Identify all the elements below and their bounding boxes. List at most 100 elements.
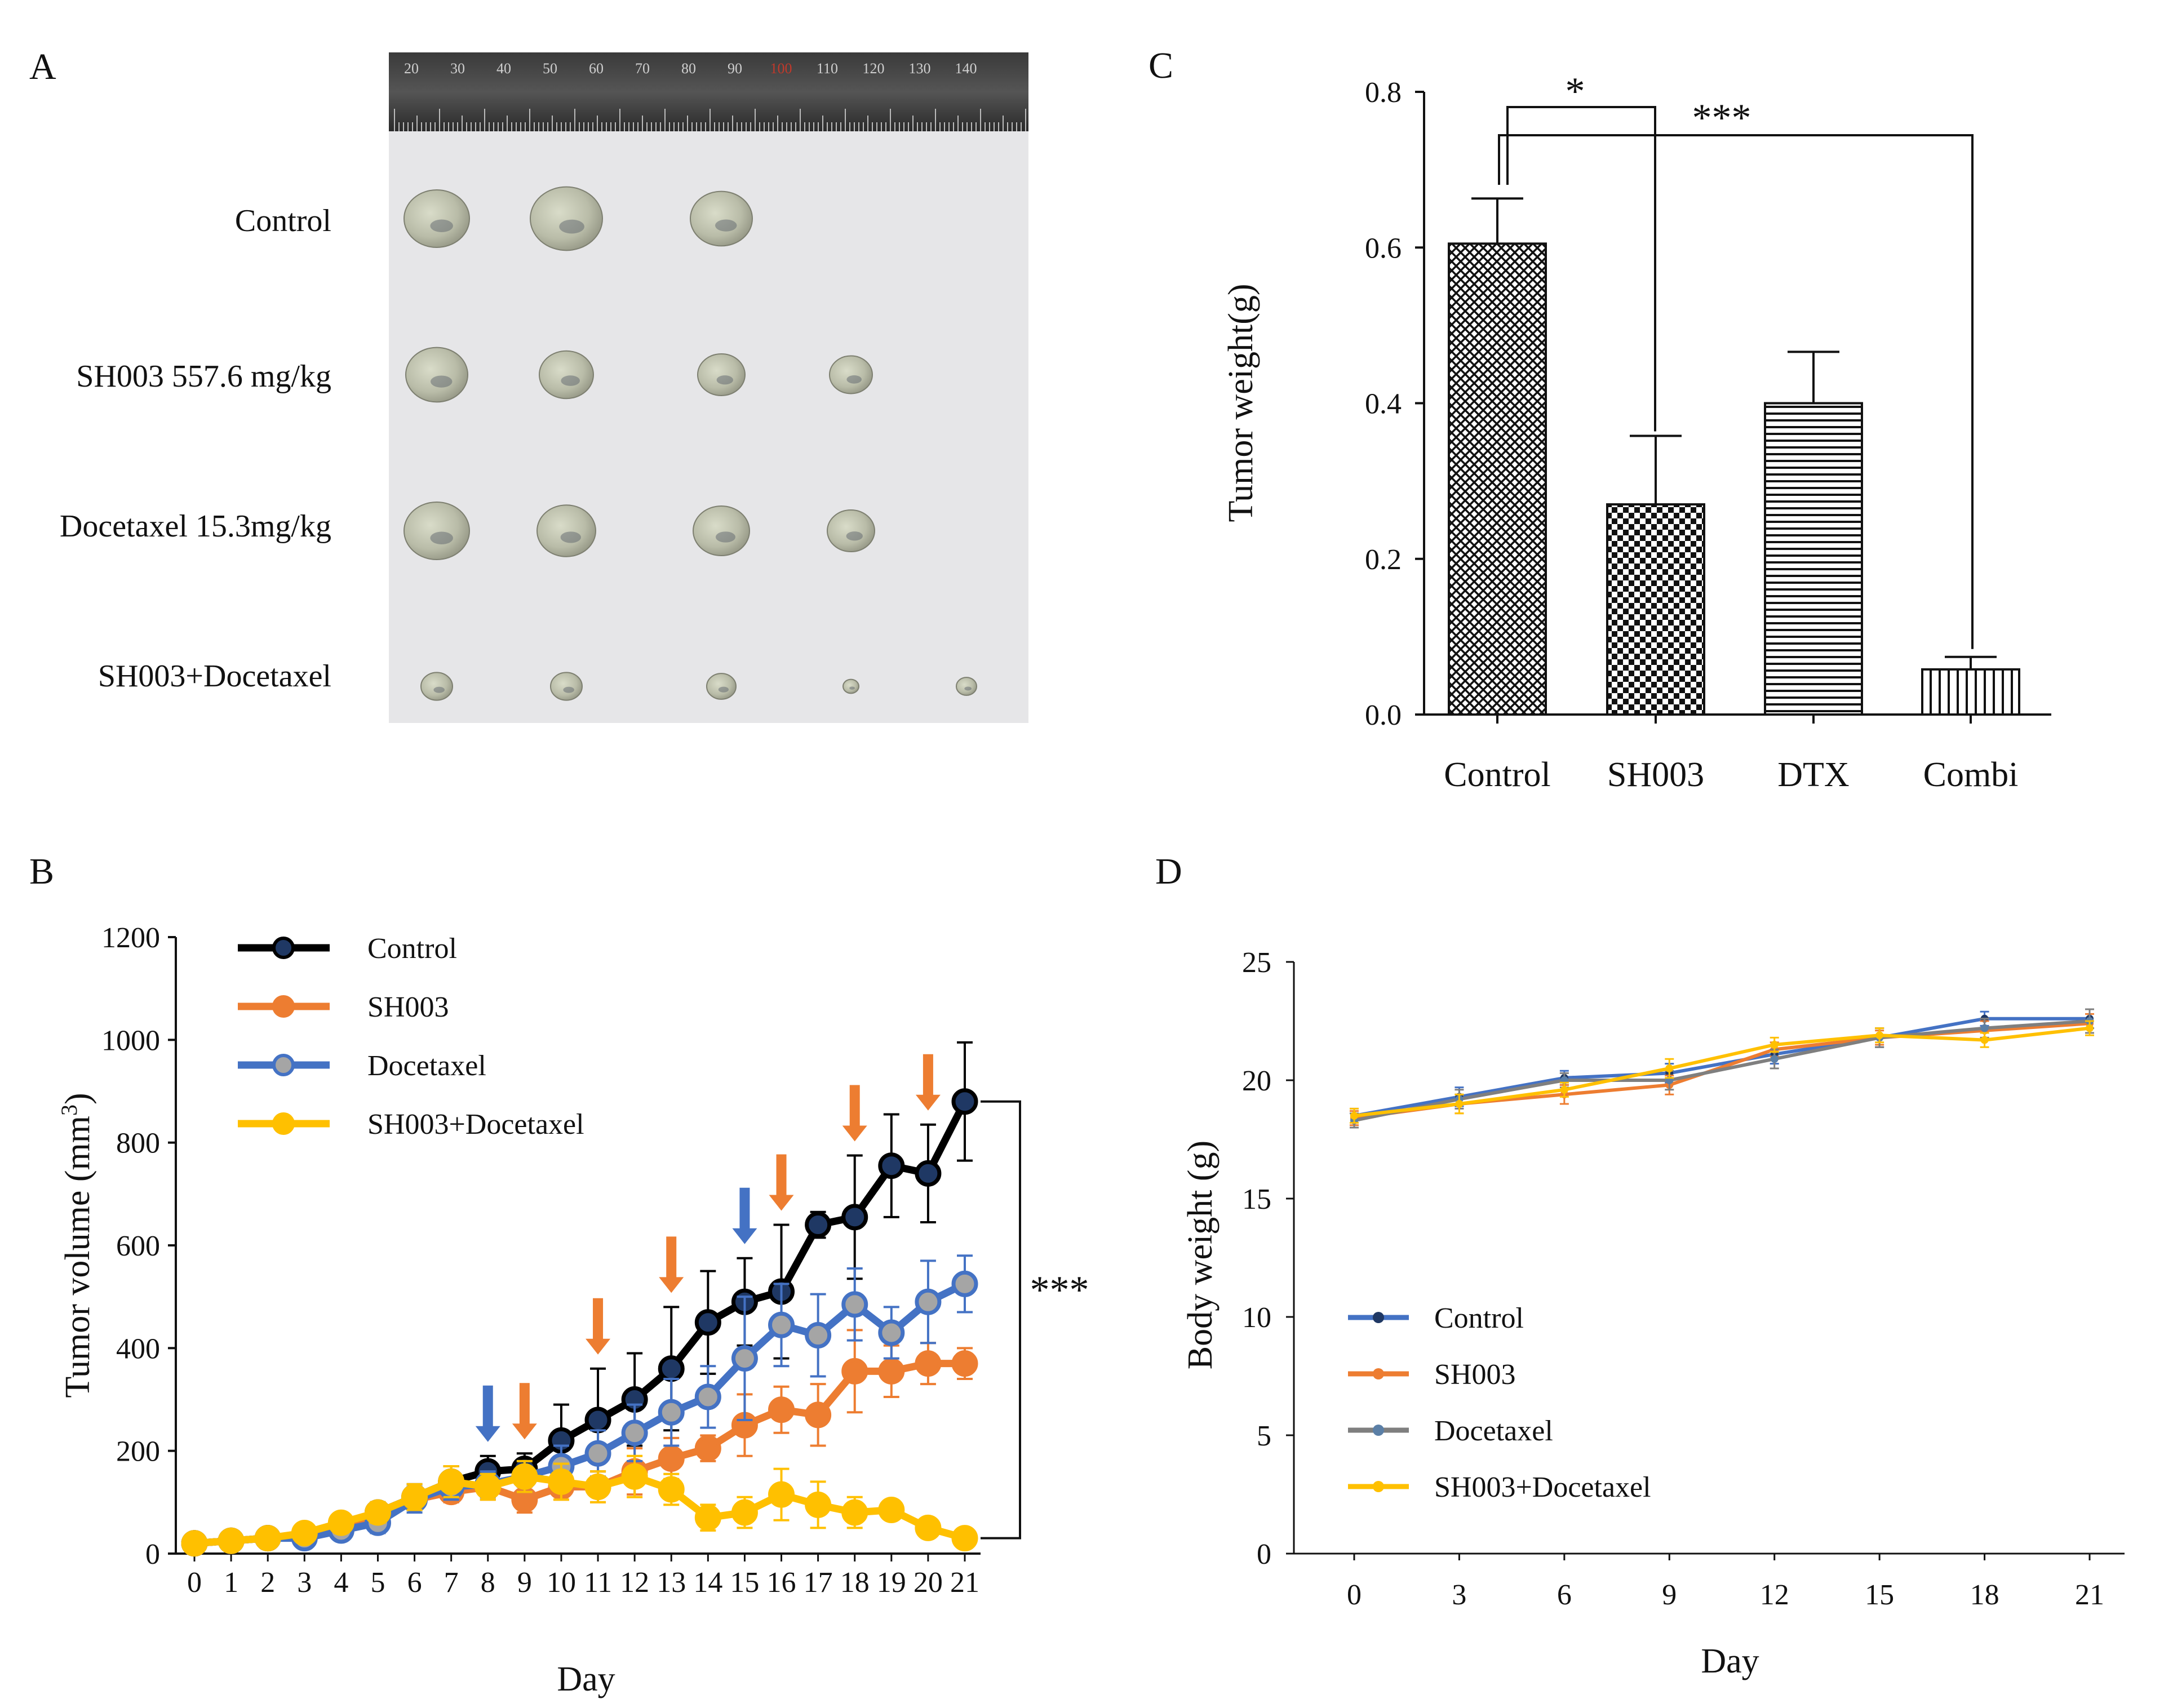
data-point [548, 1468, 575, 1495]
tumor-shadow [718, 686, 729, 693]
series-docetaxel [1350, 1008, 2094, 1129]
x-tick-label: 10 [547, 1567, 576, 1599]
x-tick-label: 3 [1452, 1579, 1466, 1611]
tumor [690, 190, 753, 247]
legend-label: Control [367, 933, 457, 965]
legend-marker [1373, 1368, 1384, 1379]
y-tick-label: 600 [116, 1230, 160, 1262]
data-point [658, 1355, 685, 1382]
ruler-ticks [394, 109, 1026, 131]
significance-label: * [1566, 70, 1585, 113]
data-point [218, 1527, 245, 1554]
data-point [694, 1504, 721, 1531]
row-label-sh003: SH003 557.6 mg/kg [76, 359, 331, 394]
chart-d-body-weight: 0 5 10 15 20 25 0 3 6 9 12 15 18 21 Day Body weight (g)… [1181, 947, 2125, 1680]
bar [1606, 503, 1705, 716]
data-point [805, 1212, 832, 1239]
data-point [584, 1473, 611, 1500]
series-line [1354, 1019, 2090, 1123]
x-tick-label: 6 [1557, 1579, 1572, 1611]
tumors [403, 186, 977, 701]
y-tick-label: 200 [116, 1436, 160, 1468]
y-tick-label: 800 [116, 1128, 160, 1160]
data-point [511, 1463, 538, 1490]
series-sh003-docetaxel [1350, 1020, 2094, 1124]
tumor [536, 504, 596, 557]
dosing-arrow [475, 1385, 500, 1442]
y-axis-title: Tumor volume (mm3) [56, 1093, 97, 1398]
row-labels: Control SH003 557.6 mg/kg Docetaxel 15.3… [60, 203, 331, 694]
data-point [364, 1499, 391, 1526]
data-point [694, 1435, 721, 1462]
tumor [697, 353, 746, 396]
dosing-arrow [659, 1236, 684, 1293]
tumor-shadow [849, 686, 855, 690]
tumor [693, 505, 750, 556]
data-point [878, 1357, 905, 1385]
data-point [254, 1525, 281, 1552]
tumor-shadow [846, 531, 863, 541]
data-point [915, 1350, 942, 1377]
y-tick-label: 0 [145, 1538, 160, 1571]
tumor [842, 678, 859, 694]
tumor [405, 347, 468, 403]
legend: Control SH003 Docetaxel SH003+Docetaxel [238, 933, 584, 1141]
x-tick-label: 4 [334, 1567, 348, 1599]
panel-label-a: A [29, 46, 56, 87]
ruler-number: 120 [863, 60, 885, 77]
data-point [658, 1399, 685, 1426]
x-tick-label: 5 [370, 1567, 385, 1599]
ruler-number: 80 [681, 60, 696, 77]
data-point [475, 1473, 502, 1500]
series-line [194, 1280, 966, 1547]
data-point [658, 1445, 685, 1472]
y-axis-title: Tumor weight(g) [1222, 283, 1260, 522]
x-tick-label: 19 [877, 1567, 906, 1599]
panel-label-c: C [1148, 45, 1173, 86]
data-point [1770, 1055, 1779, 1063]
legend-label: Docetaxel [1434, 1415, 1553, 1447]
y-tick-label: 25 [1242, 947, 1271, 979]
data-point [915, 1514, 942, 1541]
x-tick-label: 1 [224, 1567, 238, 1599]
series-line [194, 1099, 968, 1547]
x-tick-label: 20 [914, 1567, 943, 1599]
tumor-shadow [560, 531, 581, 543]
ruler-numbers: 20 30 40 50 60 70 80 90 100 110 120 130 140 [404, 60, 977, 77]
legend-label: SH003+Docetaxel [367, 1108, 584, 1141]
x-tick-label: 3 [297, 1567, 312, 1599]
x-axis-title: Day [1701, 1642, 1759, 1680]
x-tick-label: 9 [517, 1567, 532, 1599]
data-point [878, 1319, 905, 1346]
tumor-shadow [433, 686, 445, 693]
y-tick-label: 0.4 [1365, 388, 1402, 420]
ruler-number: 30 [450, 60, 465, 77]
data-point [1350, 1112, 1358, 1120]
x-tick-label: 13 [657, 1567, 686, 1599]
panel-a: A Control SH003 557.6 mg/kg Docetaxel 15… [29, 46, 1028, 723]
data-point [694, 1383, 721, 1410]
x-tick-label: 14 [693, 1567, 722, 1599]
ruler-number: 130 [909, 60, 931, 77]
significance-bracket [1498, 134, 1974, 649]
dosing-arrow [732, 1187, 757, 1244]
ruler-number: 110 [817, 60, 838, 77]
data-point [768, 1396, 795, 1423]
data-point [915, 1160, 942, 1187]
panel-c: C 0.0 0.2 0.4 0.6 0.8 Tumor weight(g) Control S… [1148, 45, 2051, 794]
y-tick-label: 20 [1242, 1065, 1271, 1097]
y-axis-title-superscript: 3 [56, 1104, 82, 1116]
legend-label: SH003 [367, 991, 449, 1023]
data-point [1875, 1031, 1884, 1040]
dosing-arrow [586, 1298, 611, 1355]
legend-marker [272, 995, 295, 1018]
data-point [731, 1345, 758, 1372]
x-tick-label: 7 [444, 1567, 459, 1599]
data-point [621, 1419, 648, 1447]
x-tick-label: 15 [730, 1567, 759, 1599]
dosing-arrow [769, 1154, 794, 1211]
significance-bracket [981, 1100, 1021, 1540]
y-tick-label: 0.2 [1365, 544, 1402, 576]
bar [1764, 402, 1863, 716]
